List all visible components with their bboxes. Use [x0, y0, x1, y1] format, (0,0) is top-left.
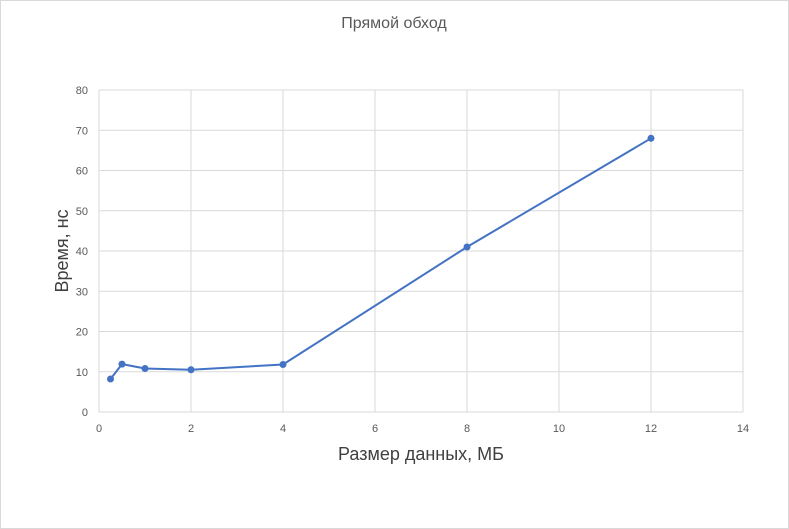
x-tick-label: 12	[645, 423, 657, 435]
gridlines	[98, 89, 744, 413]
chart-title: Прямой обход	[341, 15, 447, 32]
y-tick-label: 50	[76, 206, 88, 218]
y-axis-title: Время, нс	[52, 209, 72, 292]
x-tick-label: 6	[372, 423, 378, 435]
series-layer	[107, 134, 655, 383]
x-tick-label: 8	[464, 423, 470, 435]
y-tick-label: 10	[76, 367, 88, 379]
data-point	[107, 375, 114, 383]
data-point	[463, 243, 471, 251]
y-tick-label: 80	[76, 85, 88, 97]
y-tick-label: 30	[76, 286, 88, 298]
data-point	[118, 360, 126, 368]
y-tick-label: 70	[76, 125, 88, 137]
x-tick-label: 14	[737, 423, 749, 435]
x-tick-label: 10	[553, 423, 565, 435]
data-point	[141, 365, 149, 373]
x-tick-label: 0	[96, 423, 102, 435]
x-tick-label: 4	[280, 423, 286, 435]
x-tick-label: 2	[188, 423, 194, 435]
data-point	[279, 361, 287, 369]
data-point	[647, 134, 655, 142]
y-tick-label: 20	[76, 327, 88, 339]
x-axis-title: Размер данных, МБ	[338, 444, 504, 464]
y-tick-label: 0	[82, 407, 88, 419]
y-tick-label: 60	[76, 166, 88, 178]
data-point	[187, 366, 195, 374]
series-line	[109, 137, 652, 380]
tick-labels: 0 10 20 30 40 50 60 70 80 0 2 4 6 8 10 12 14	[76, 85, 749, 435]
y-tick-label: 40	[76, 246, 88, 258]
